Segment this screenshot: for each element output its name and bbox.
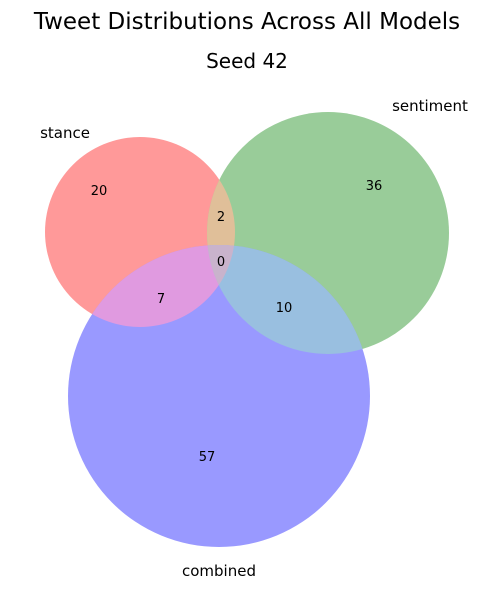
region-stance-sentiment: 2 [217, 210, 225, 225]
region-sentiment-combined: 10 [276, 301, 293, 316]
figure-title: Tweet Distributions Across All Models [33, 9, 460, 35]
region-stance-combined: 7 [157, 292, 165, 307]
region-stance-only: 20 [91, 184, 108, 199]
figure-subtitle: Seed 42 [206, 49, 288, 73]
region-sentiment-only: 36 [366, 179, 383, 194]
region-all-three: 0 [217, 255, 225, 270]
stance-label: stance [40, 124, 90, 142]
region-combined-only: 57 [199, 450, 216, 465]
stance-combined-overlap [68, 245, 235, 327]
sentiment-label: sentiment [392, 97, 468, 115]
sentiment-combined-overlap [207, 245, 370, 354]
combined-label: combined [182, 562, 256, 580]
